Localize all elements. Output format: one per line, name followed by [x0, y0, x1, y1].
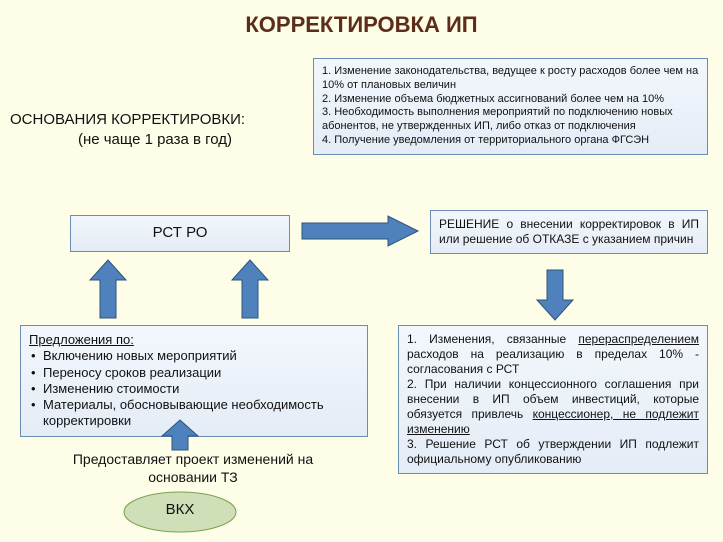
slide-title: КОРРЕКТИРОВКА ИП: [0, 0, 723, 38]
arrow-up-left-icon: [88, 258, 128, 322]
arrow-up-right-icon: [230, 258, 270, 322]
change-1c: расходов на реализацию в пределах 10% - …: [407, 347, 699, 376]
proposal-1: Включению новых мероприятий: [29, 348, 359, 364]
change-1a: 1. Изменения, связанные: [407, 332, 566, 346]
change-3: 3. Решение РСТ об утверждении ИП подлежи…: [407, 437, 699, 467]
basis-heading: ОСНОВАНИЯ КОРРЕКТИРОВКИ:: [10, 110, 300, 130]
change-1: 1. Изменения, связанные перераспределени…: [407, 332, 699, 377]
change-1b: перераспределением: [578, 332, 699, 346]
reason-2: 2. Изменение объема бюджетных ассигнован…: [322, 93, 699, 107]
arrow-down-icon: [535, 268, 575, 322]
proposals-heading: Предложения по:: [29, 332, 359, 348]
arrow-up-mid-icon: [160, 418, 200, 452]
changes-box: 1. Изменения, связанные перераспределени…: [398, 325, 708, 474]
reason-1: 1. Изменение законодательства, ведущее к…: [322, 65, 699, 93]
vkh-label: ВКХ: [120, 500, 240, 520]
project-text: Предоставляет проект изменений на основа…: [48, 450, 338, 486]
proposal-2: Переносу сроков реализации: [29, 365, 359, 381]
basis-block: ОСНОВАНИЯ КОРРЕКТИРОВКИ: (не чаще 1 раза…: [10, 110, 300, 149]
change-2: 2. При наличии концессионного соглашения…: [407, 377, 699, 437]
proposal-3: Изменению стоимости: [29, 381, 359, 397]
arrow-right-icon: [300, 214, 422, 248]
reason-3: 3. Необходимость выполнения мероприятий …: [322, 106, 699, 134]
decision-box: РЕШЕНИЕ о внесении корректировок в ИП ил…: [430, 210, 708, 254]
reason-4: 4. Получение уведомления от территориаль…: [322, 134, 699, 148]
rst-box: РСТ РО: [70, 215, 290, 252]
basis-sub: (не чаще 1 раза в год): [10, 130, 300, 150]
reasons-box: 1. Изменение законодательства, ведущее к…: [313, 58, 708, 155]
